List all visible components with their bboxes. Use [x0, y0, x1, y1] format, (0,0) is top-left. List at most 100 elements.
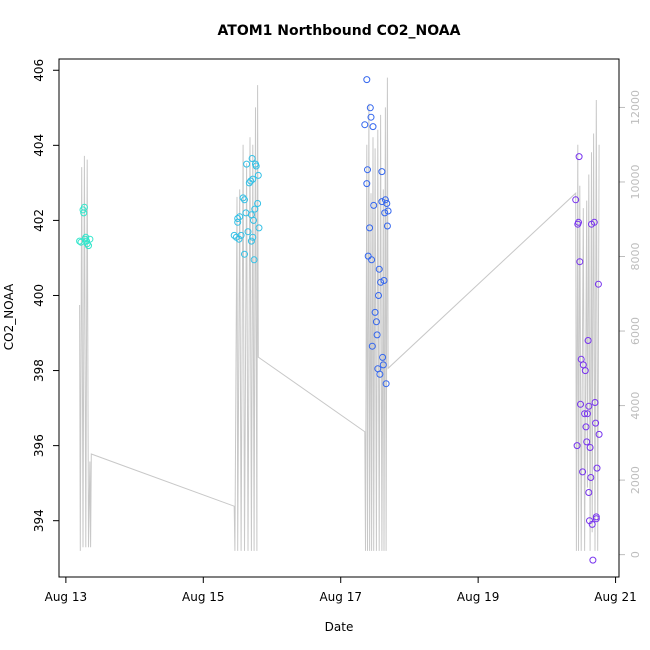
co2-points	[76, 76, 603, 564]
data-point	[82, 233, 90, 241]
data-point	[371, 308, 379, 316]
altitude-line	[79, 77, 600, 551]
data-point	[592, 513, 600, 521]
y-axis-label: CO2_NOAA	[2, 283, 16, 350]
data-point	[384, 207, 392, 215]
data-point	[592, 515, 600, 523]
data-point	[247, 237, 255, 245]
plot-frame	[58, 58, 620, 578]
data-point	[579, 468, 587, 476]
data-point	[80, 203, 88, 211]
data-point	[586, 444, 594, 451]
data-point	[236, 213, 244, 221]
y2-tick-label: 12000	[629, 90, 642, 125]
data-point	[241, 250, 248, 258]
data-point	[377, 278, 385, 286]
data-point	[245, 179, 253, 187]
data-point	[366, 104, 374, 112]
data-point	[380, 277, 388, 284]
data-point	[86, 235, 94, 243]
data-point	[381, 209, 389, 217]
data-point	[255, 224, 263, 232]
data-point	[363, 180, 371, 188]
data-point	[244, 228, 252, 236]
x-tick-label: Aug 13	[45, 590, 88, 604]
data-point	[250, 216, 257, 224]
x-tick-label: Aug 15	[182, 590, 225, 604]
data-point	[243, 160, 251, 168]
y-tick-label: 400	[32, 284, 46, 307]
data-point	[379, 361, 387, 369]
data-point	[241, 196, 248, 204]
altitude-series	[79, 77, 600, 551]
y-axis-left: 394 396 398 400 402 404 406	[32, 59, 59, 532]
data-point	[577, 400, 584, 408]
data-point	[251, 205, 259, 213]
data-point	[376, 370, 384, 378]
data-point	[585, 402, 593, 410]
x-axis: Aug 13 Aug 15 Aug 17 Aug 19 Aug 21	[45, 576, 637, 604]
x-tick-label: Aug 21	[594, 590, 637, 604]
data-point	[366, 224, 374, 232]
y2-tick-label: 2000	[629, 466, 642, 494]
data-point	[595, 430, 603, 438]
data-point	[575, 153, 583, 161]
data-point	[375, 292, 382, 299]
data-point	[583, 410, 591, 418]
data-point	[368, 256, 376, 264]
data-point	[378, 168, 386, 176]
data-point	[383, 200, 391, 207]
data-point	[583, 438, 591, 446]
data-point	[237, 231, 245, 239]
data-point	[379, 353, 387, 361]
data-point	[375, 265, 383, 273]
y-tick-label: 394	[32, 509, 46, 532]
data-point	[252, 162, 260, 170]
data-point	[382, 380, 390, 388]
data-point	[234, 215, 242, 222]
data-point	[248, 155, 256, 162]
data-point	[368, 342, 376, 350]
y2-tick-label: 6000	[629, 317, 642, 345]
y2-tick-label: 8000	[629, 243, 642, 271]
y2-tick-label: 4000	[629, 392, 642, 420]
data-point	[249, 175, 257, 183]
y-tick-label: 406	[32, 59, 46, 82]
data-point	[581, 410, 589, 418]
data-point	[361, 121, 369, 129]
data-point	[83, 237, 90, 245]
data-point	[590, 218, 598, 226]
data-point	[593, 464, 601, 472]
data-point	[239, 194, 247, 202]
y2-tick-label: 0	[629, 551, 642, 558]
data-point	[572, 196, 580, 204]
y-tick-label: 396	[32, 434, 46, 457]
y2-tick-label: 10000	[629, 164, 642, 199]
y-tick-label: 404	[32, 134, 46, 157]
data-point	[247, 177, 255, 185]
data-point	[250, 256, 258, 264]
data-point	[588, 520, 596, 528]
data-point	[254, 171, 262, 179]
data-point	[589, 556, 597, 564]
data-point	[591, 399, 599, 406]
y-tick-label: 402	[32, 209, 46, 232]
data-point	[85, 242, 92, 250]
data-point	[582, 423, 590, 431]
data-point	[587, 474, 595, 481]
data-point	[383, 222, 391, 230]
data-point	[584, 337, 592, 344]
data-point	[364, 166, 371, 174]
data-point	[373, 331, 381, 339]
data-point	[235, 235, 243, 243]
data-point	[581, 367, 589, 375]
data-point	[381, 196, 389, 204]
data-point	[576, 258, 584, 266]
data-point	[254, 200, 262, 207]
data-point	[585, 489, 593, 496]
x-tick-label: Aug 17	[319, 590, 362, 604]
data-point	[249, 233, 257, 241]
data-point	[573, 442, 581, 450]
data-point	[575, 218, 582, 226]
